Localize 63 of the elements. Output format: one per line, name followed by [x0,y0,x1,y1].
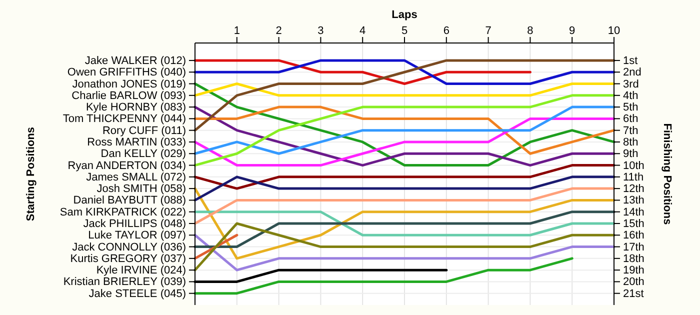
line-series [194,187,616,260]
category-label: Ryan ANDERTON (034) [68,160,186,172]
y2-tick-label: 1st [623,54,638,67]
category-label: Jake WALKER (012) [84,54,186,67]
y2-tick-label: 4th [623,90,638,102]
category-label: Rory CUFF (011) [102,124,186,137]
y2-tick-label: 17th [623,241,644,254]
category-label: Luke TAYLOR (097) [88,230,186,242]
x-tick-label: 1 [234,25,240,37]
y2-tick-label: 2nd [623,66,642,79]
line-series [194,257,574,295]
category-label: James SMALL (072) [86,171,186,184]
category-label: Owen GRIFFITHS (040) [67,66,186,79]
y2-tick-label: 9th [623,148,638,160]
y2-tick-label: 7th [623,124,638,137]
text: Starting Positions [25,126,37,222]
y2-tick-label: 21st [623,288,644,300]
category-label: Jake STEELE (045) [88,288,186,300]
y2-tick-label: 15th [623,218,644,230]
line-series [194,106,616,167]
y2-tick-label: 20th [623,276,644,288]
x-tick-label: 9 [569,25,576,37]
x-tick-label: 3 [318,25,324,37]
category-label: Daniel BAYBUTT (088) [73,194,186,207]
x-tick-label: 4 [360,25,366,37]
category-label: Sam KIRKPATRICK (022) [60,206,186,218]
y2-tick-label: 13th [623,194,644,207]
category-label: Dan KELLY (029) [100,148,186,160]
category-label: Kurtis GREGORY (037) [70,252,186,265]
category-label: Ross MARTIN (033) [87,136,186,148]
x-tick-label: 2 [276,25,282,37]
y2-tick-label: 16th [623,230,644,242]
x-axis-title: Laps [392,9,418,21]
line-series [194,117,616,167]
y2-tick-label: 12th [623,183,644,196]
category-label: Josh SMITH (058) [96,183,186,196]
category-label: Jonathon JONES (019) [72,78,186,90]
y2-tick-label: 10th [623,160,644,172]
line-series [194,234,616,272]
category-label: Jack CONNOLLY (036) [72,241,186,254]
category-label: Kristian BRIERLEY (039) [63,276,186,288]
category-label: Kyle HORNBY (083) [86,102,186,114]
line-series [194,59,616,132]
x-tick-label: 5 [401,25,408,37]
category-label: Tom THICKPENNY (044) [62,113,186,126]
y2-tick-label: 18th [623,252,644,265]
x-tick-label: 8 [527,25,534,37]
y2-tick-label: 8th [623,136,638,148]
y2-axis-title: Finishing Positions [661,123,673,225]
category-label: Kyle IRVINE (024) [96,264,186,277]
y2-tick-label: 3rd [623,78,639,90]
y2-tick-label: 14th [623,206,644,218]
line-series [194,222,616,272]
y2-tick-label: 5th [623,102,638,114]
y2-tick-label: 6th [623,113,638,126]
y2-tick-label: 19th [623,264,644,277]
line-series [194,106,616,155]
y2-tick-label: 11th [623,171,644,184]
x-tick-label: 6 [443,25,450,37]
category-label: Jack PHILLIPS (048) [83,218,186,230]
x-tick-label: 10 [608,25,620,37]
category-label: Charlie BARLOW (093) [72,90,186,102]
x-tick-label: 7 [485,25,492,37]
